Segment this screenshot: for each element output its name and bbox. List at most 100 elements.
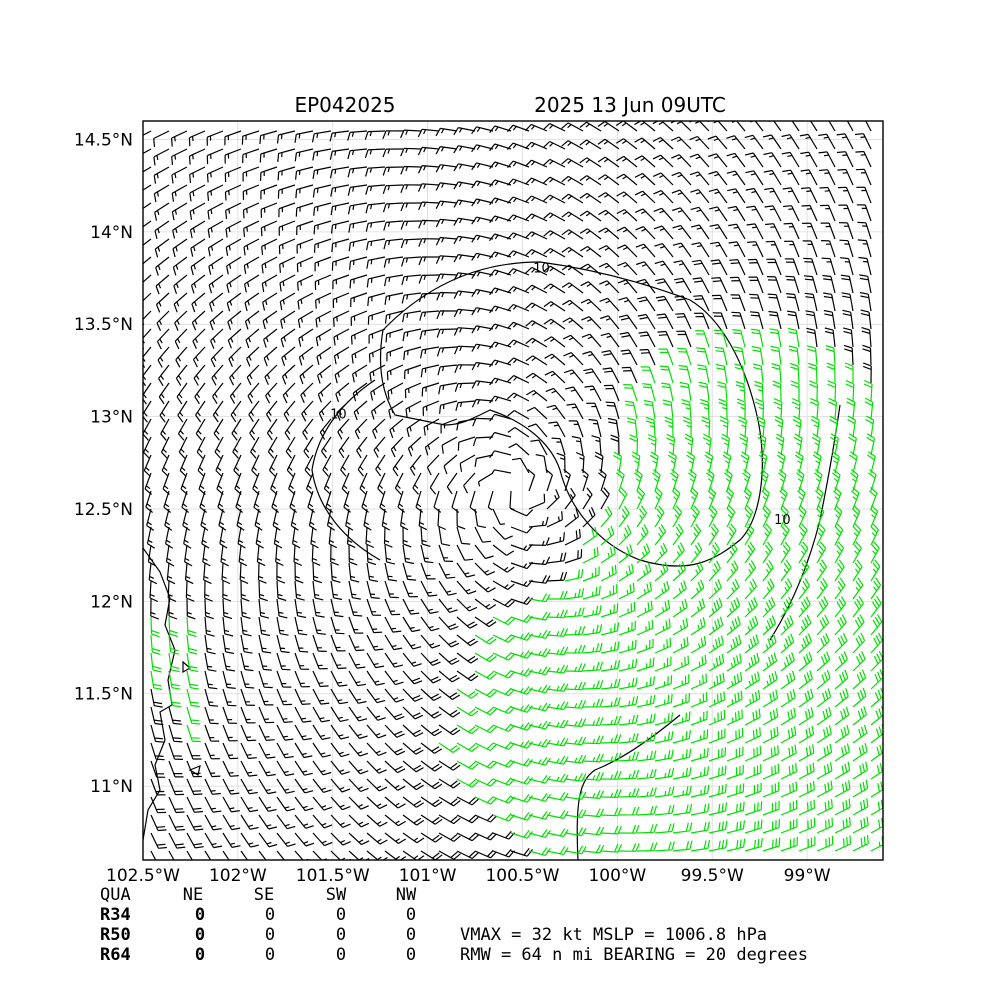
wind-barb bbox=[207, 238, 224, 257]
wind-barb bbox=[581, 469, 589, 492]
wind-barb bbox=[426, 454, 440, 476]
wind-barb bbox=[438, 760, 461, 771]
wind-barb bbox=[258, 760, 276, 777]
wind-barb bbox=[834, 614, 847, 636]
wind-barb bbox=[252, 472, 260, 495]
wind-barb bbox=[209, 292, 224, 312]
wind-barb bbox=[866, 433, 876, 456]
wind-barb bbox=[746, 205, 764, 222]
wind-barb bbox=[438, 598, 458, 613]
wind-barb bbox=[827, 380, 837, 402]
wind-barb bbox=[598, 227, 620, 240]
wind-barb bbox=[852, 669, 867, 690]
wind-barb bbox=[312, 796, 333, 811]
wind-barb bbox=[672, 580, 687, 600]
wind-barb bbox=[194, 382, 206, 405]
wind-barb bbox=[618, 751, 640, 762]
wind-barb bbox=[786, 293, 800, 312]
wind-barb bbox=[834, 632, 848, 654]
wind-barb bbox=[150, 652, 162, 673]
wind-barb bbox=[654, 767, 675, 780]
wind-barb bbox=[798, 523, 808, 546]
wind-barb bbox=[762, 615, 777, 636]
wind-barb bbox=[510, 632, 533, 641]
wind-barb bbox=[418, 201, 440, 211]
wind-barb bbox=[455, 400, 476, 411]
wind-barb bbox=[312, 742, 331, 758]
wind-barb bbox=[264, 364, 278, 385]
wind-barb bbox=[600, 825, 622, 835]
wind-barb bbox=[384, 742, 406, 756]
wind-barb bbox=[297, 310, 314, 329]
wind-barb bbox=[748, 276, 764, 294]
wind-barb bbox=[712, 312, 728, 330]
wind-barb bbox=[435, 127, 458, 137]
wind-barb bbox=[186, 724, 201, 743]
wind-barb bbox=[582, 771, 605, 781]
wind-barb bbox=[544, 353, 566, 366]
wind-barb bbox=[744, 745, 762, 762]
wind-barb bbox=[296, 238, 314, 254]
wind-barb bbox=[546, 791, 569, 801]
wind-barb bbox=[600, 564, 617, 582]
wind-barb bbox=[366, 256, 386, 269]
wind-barb bbox=[775, 433, 785, 456]
wind-barb bbox=[829, 415, 838, 438]
wind-barb bbox=[401, 274, 422, 286]
wind-barb bbox=[382, 130, 404, 140]
wind-barb bbox=[492, 687, 515, 697]
wind-barb bbox=[819, 169, 836, 186]
wind-barb bbox=[525, 337, 548, 348]
wind-barb bbox=[366, 634, 384, 651]
radii-header-se: SE bbox=[254, 885, 274, 905]
wind-barb bbox=[564, 487, 576, 510]
wind-barb bbox=[384, 274, 404, 287]
wind-barb bbox=[168, 832, 186, 849]
wind-barb bbox=[262, 292, 278, 311]
wind-barb bbox=[825, 344, 836, 366]
wind-barb bbox=[312, 184, 332, 198]
wind-barb bbox=[815, 486, 824, 510]
wind-barb bbox=[600, 752, 622, 762]
wind-barb bbox=[402, 832, 425, 844]
wind-barb bbox=[204, 742, 220, 760]
wind-barb bbox=[870, 523, 880, 546]
wind-barb bbox=[779, 487, 788, 510]
wind-barb bbox=[441, 436, 458, 454]
wind-barb bbox=[564, 528, 581, 546]
wind-barb bbox=[474, 796, 498, 805]
wind-barb bbox=[185, 580, 195, 602]
wind-barb bbox=[489, 287, 512, 296]
wind-barb bbox=[347, 130, 368, 141]
wind-barb bbox=[600, 584, 618, 600]
wind-barb bbox=[834, 724, 850, 744]
wind-barb bbox=[671, 189, 692, 204]
wind-barb bbox=[383, 220, 404, 231]
wind-barb bbox=[402, 724, 424, 738]
wind-barb bbox=[654, 841, 675, 852]
wind-barb bbox=[868, 469, 877, 492]
wind-barb bbox=[616, 209, 638, 222]
wind-barb bbox=[510, 722, 533, 731]
wind-barb bbox=[143, 454, 152, 477]
wind-barb bbox=[348, 238, 368, 252]
wind-barb bbox=[543, 283, 566, 294]
wind-barb bbox=[284, 418, 296, 441]
wind-barb bbox=[168, 616, 179, 638]
wind-barb bbox=[734, 363, 746, 384]
wind-barb bbox=[816, 614, 830, 636]
wind-barb bbox=[171, 148, 188, 166]
wind-barb bbox=[507, 286, 530, 294]
wind-barb bbox=[189, 184, 206, 202]
wind-barb bbox=[618, 695, 639, 708]
wind-barb bbox=[582, 506, 596, 528]
lon-tick-label: 100.5°W bbox=[485, 866, 559, 886]
wind-barb bbox=[250, 436, 260, 459]
wind-barb bbox=[618, 524, 632, 546]
wind-barb bbox=[708, 802, 728, 816]
wind-barb bbox=[690, 766, 710, 780]
wind-barb bbox=[268, 454, 278, 477]
wind-barb bbox=[809, 380, 818, 402]
wind-barb bbox=[294, 706, 312, 723]
wind-barb bbox=[816, 669, 831, 690]
